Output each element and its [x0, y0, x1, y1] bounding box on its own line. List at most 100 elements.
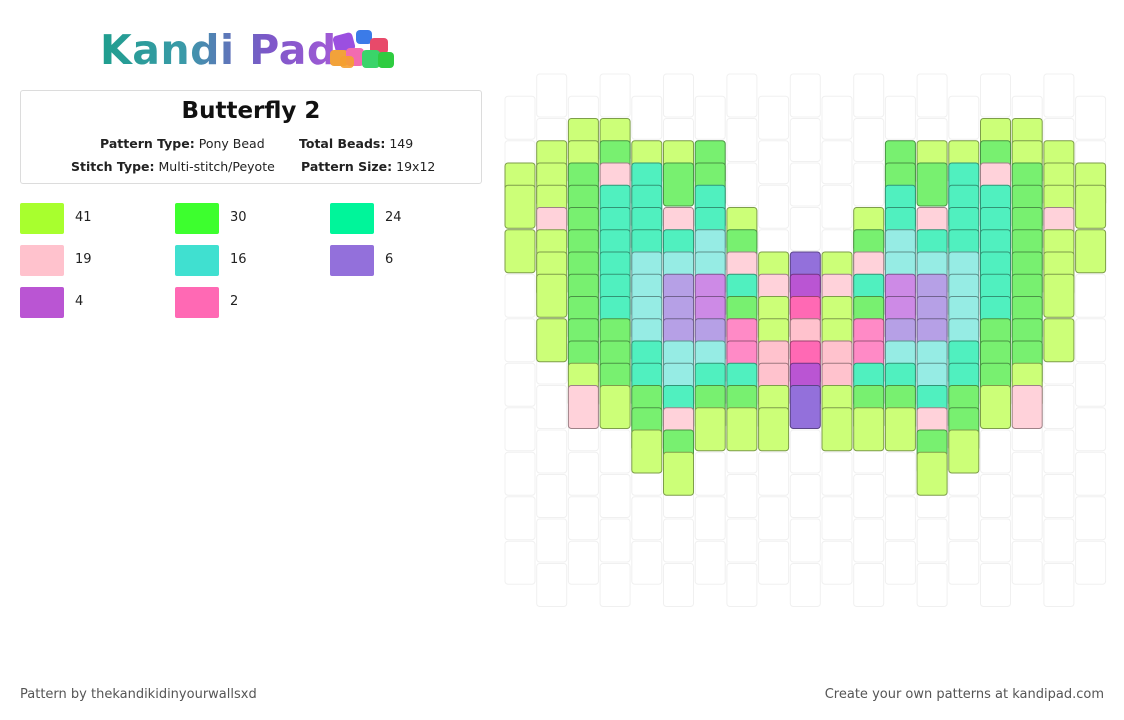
bead-cell — [504, 184, 536, 229]
empty-bead-cell — [504, 95, 536, 140]
empty-bead-cell — [758, 95, 790, 140]
empty-bead-cell — [853, 73, 885, 118]
empty-bead-cell — [1043, 73, 1075, 118]
empty-bead-cell — [789, 207, 821, 251]
empty-bead-cell — [980, 518, 1011, 563]
pattern-title: Butterfly 2 — [181, 98, 321, 124]
empty-bead-cell — [789, 518, 821, 563]
empty-bead-cell — [694, 451, 726, 496]
empty-bead-cell — [536, 563, 568, 607]
bead-cell — [916, 162, 948, 207]
stitch-type-value: Multi-stitch/Peyote — [158, 159, 275, 174]
pattern-info-card: Butterfly 2 Pattern Type: Pony Bead Total… — [20, 90, 482, 184]
empty-bead-cell — [694, 540, 726, 585]
legend-swatch — [175, 245, 219, 276]
empty-bead-cell — [1043, 474, 1075, 518]
bead-cell — [1075, 184, 1107, 229]
bead-cell — [884, 407, 916, 452]
empty-bead-cell — [789, 563, 821, 607]
empty-bead-cell — [504, 451, 536, 496]
empty-bead-cell — [1011, 496, 1043, 541]
empty-bead-cell — [599, 474, 631, 518]
empty-bead-cell — [631, 540, 663, 585]
empty-bead-cell — [504, 362, 536, 407]
empty-bead-cell — [916, 563, 948, 607]
legend-count: 2 — [230, 294, 239, 309]
pattern-type-row: Pattern Type: Pony Bead — [100, 136, 265, 151]
bead-cell — [1075, 229, 1107, 274]
empty-bead-cell — [821, 184, 853, 229]
pattern-size-label: Pattern Size: — [301, 159, 393, 174]
bead-cell — [567, 385, 599, 429]
empty-bead-cell — [536, 73, 568, 118]
bead-cell — [948, 429, 980, 474]
empty-bead-cell — [1011, 451, 1043, 496]
bead-cell — [1011, 385, 1043, 429]
empty-bead-cell — [1075, 95, 1107, 140]
empty-bead-cell — [758, 451, 790, 496]
bead-cell — [726, 407, 758, 452]
legend-swatch — [330, 245, 374, 276]
bead-cell — [1043, 273, 1075, 318]
empty-bead-cell — [789, 429, 821, 474]
empty-bead-cell — [1075, 318, 1107, 363]
empty-bead-cell — [853, 518, 885, 563]
empty-bead-cell — [884, 451, 916, 496]
bead-cell — [916, 451, 948, 496]
beads-logo-icon — [330, 30, 394, 68]
stitch-type-row: Stitch Type: Multi-stitch/Peyote — [71, 159, 275, 174]
legend-count: 19 — [75, 252, 92, 267]
empty-bead-cell — [789, 474, 821, 518]
empty-bead-cell — [916, 518, 948, 563]
total-beads-value: 149 — [389, 136, 414, 151]
empty-bead-cell — [567, 540, 599, 585]
legend-count: 16 — [230, 252, 247, 267]
empty-bead-cell — [821, 496, 853, 541]
empty-bead-cell — [1075, 451, 1107, 496]
empty-bead-cell — [504, 318, 536, 363]
empty-bead-cell — [980, 429, 1011, 474]
bead-cell — [980, 385, 1011, 429]
empty-bead-cell — [726, 474, 758, 518]
empty-bead-cell — [853, 474, 885, 518]
empty-bead-cell — [504, 273, 536, 318]
empty-bead-cell — [948, 95, 980, 140]
pattern-type-value: Pony Bead — [198, 136, 265, 151]
logo-wordmark: Kandi Pad — [100, 26, 337, 74]
empty-bead-cell — [536, 385, 568, 429]
empty-bead-cell — [599, 429, 631, 474]
empty-bead-cell — [980, 73, 1011, 118]
empty-bead-cell — [821, 95, 853, 140]
empty-bead-cell — [663, 563, 694, 607]
legend-swatch — [20, 203, 64, 234]
empty-bead-cell — [1075, 407, 1107, 452]
empty-bead-cell — [980, 563, 1011, 607]
stitch-type-label: Stitch Type: — [71, 159, 155, 174]
empty-bead-cell — [916, 73, 948, 118]
empty-bead-cell — [567, 496, 599, 541]
empty-bead-cell — [599, 73, 631, 118]
empty-bead-cell — [1043, 385, 1075, 429]
empty-bead-cell — [1075, 362, 1107, 407]
empty-bead-cell — [504, 540, 536, 585]
empty-bead-cell — [599, 518, 631, 563]
empty-bead-cell — [1043, 563, 1075, 607]
empty-bead-cell — [726, 162, 758, 207]
legend-count: 41 — [75, 210, 92, 225]
empty-bead-cell — [1075, 540, 1107, 585]
bead-cell — [694, 407, 726, 452]
empty-bead-cell — [980, 474, 1011, 518]
empty-bead-cell — [694, 496, 726, 541]
bead-cell — [631, 429, 663, 474]
empty-bead-cell — [884, 496, 916, 541]
total-beads-row: Total Beads: 149 — [299, 136, 413, 151]
create-patterns-link[interactable]: Create your own patterns at kandipad.com — [824, 687, 1104, 702]
empty-bead-cell — [853, 563, 885, 607]
bead-cell — [821, 407, 853, 452]
bead-cell — [663, 162, 694, 207]
empty-bead-cell — [567, 451, 599, 496]
empty-bead-cell — [694, 95, 726, 140]
empty-bead-cell — [726, 73, 758, 118]
empty-bead-cell — [884, 95, 916, 140]
